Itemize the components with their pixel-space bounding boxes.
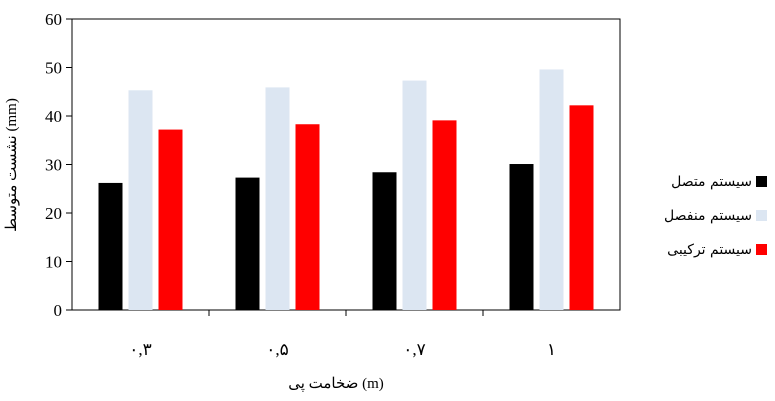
bar-s2-c0: [158, 129, 183, 310]
bar-s0-c1: [235, 177, 260, 310]
legend-swatch-combined: [756, 244, 767, 255]
bar-s1-c3: [539, 69, 564, 310]
y-tick-label-3: 30: [45, 156, 62, 175]
bar-s1-c2: [402, 80, 427, 310]
plot-area: 0 10 20 30 40 50 60 ۰,۳ ۰,۵ ۰,۷ ۱: [45, 10, 621, 359]
bar-s0-c2: [372, 172, 397, 310]
legend-label-detached: سیستم منفصل: [664, 207, 752, 224]
legend-label-connected: سیستم متصل: [671, 173, 752, 190]
y-tick-label-4: 40: [45, 107, 62, 126]
y-tick-label-2: 20: [45, 204, 62, 223]
y-tick-label-5: 50: [45, 59, 62, 78]
legend-swatch-detached: [756, 210, 767, 221]
bar-s0-c0: [98, 182, 123, 310]
bar-s0-c3: [509, 164, 534, 310]
y-tick-label-1: 10: [45, 253, 62, 272]
legend-item-detached: سیستم منفصل: [664, 204, 767, 227]
y-tick-label-6: 60: [45, 10, 62, 29]
bar-s1-c1: [265, 87, 290, 310]
bar-s2-c2: [432, 120, 457, 311]
y-tick-label-0: 0: [54, 301, 63, 320]
bar-s1-c0: [128, 90, 153, 310]
legend-item-connected: سیستم متصل: [664, 170, 767, 193]
legend: سیستم متصل سیستم منفصل سیستم ترکیبی: [664, 170, 767, 272]
x-tick-label-0: ۰,۳: [129, 340, 152, 359]
x-tick-label-3: ۱: [547, 340, 556, 359]
bar-s2-c3: [569, 105, 594, 310]
plot-border: [71, 18, 621, 311]
bar-s2-c1: [295, 124, 320, 311]
x-tick-label-2: ۰,۷: [403, 340, 426, 359]
y-axis-title: نشست متوسط (mm): [4, 98, 20, 232]
legend-item-combined: سیستم ترکیبی: [664, 238, 767, 261]
legend-swatch-connected: [756, 176, 767, 187]
legend-label-combined: سیستم ترکیبی: [667, 241, 752, 258]
x-tick-label-1: ۰,۵: [266, 340, 289, 359]
x-axis-title: ضخامت پی (m): [288, 376, 384, 392]
